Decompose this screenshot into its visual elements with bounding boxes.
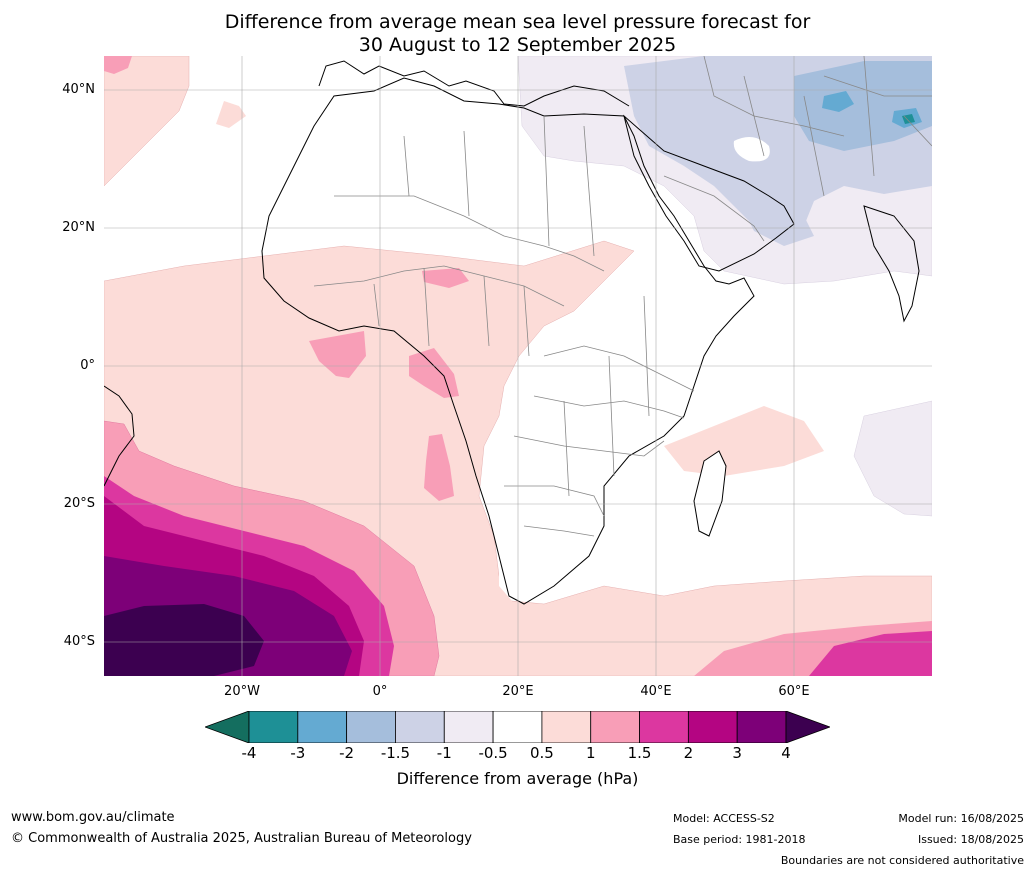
- colorbar-swatch: [590, 711, 640, 743]
- africa-outline: [261, 77, 755, 605]
- europe-outline: [318, 60, 630, 107]
- map-title-line-2: 30 August to 12 September 2025: [358, 34, 677, 56]
- colorbar-tick-label: -1: [436, 744, 452, 762]
- lat-label-40n: 40°N: [62, 82, 95, 97]
- colorbar-swatch: [541, 711, 592, 743]
- colorbar-swatch: [297, 711, 348, 743]
- country-boundaries: [313, 56, 932, 537]
- base-period-text: Base period: 1981-2018: [673, 833, 806, 846]
- lat-label-20s: 20°S: [63, 496, 95, 511]
- lon-label-0: 0°: [372, 684, 388, 699]
- arabia-outline: [623, 114, 795, 272]
- lon-label-40e: 40°E: [640, 684, 672, 699]
- colorbar-tick-label: 0.5: [529, 744, 554, 762]
- map-title-line-1: Difference from average mean sea level p…: [224, 11, 811, 33]
- colorbar-tick-label: -1.5: [380, 744, 411, 762]
- colorbar-under-triangle: [205, 711, 250, 743]
- colorbar-tick-label: -0.5: [478, 744, 508, 762]
- pressure-band-0.5-1-north-atlantic: [104, 56, 190, 187]
- lat-label-40s: 40°S: [63, 634, 95, 649]
- model-text: Model: ACCESS-S2: [673, 812, 775, 825]
- madagascar-outline: [693, 450, 727, 537]
- pressure-band-over-4-south-atlantic: [104, 604, 264, 676]
- pressure-anomaly-map: [104, 56, 932, 676]
- graticule: [104, 56, 932, 676]
- pressure-band-minus1.5-minus2-middle-east: [794, 61, 932, 151]
- colorbar-label: Difference from average (hPa): [396, 769, 639, 788]
- pressure-band-1-1.5-north-atlantic: [104, 56, 132, 74]
- colorbar-swatch: [248, 711, 299, 743]
- website-link[interactable]: www.bom.gov.au/climate: [11, 810, 175, 825]
- colorbar-swatch: [736, 711, 787, 743]
- pressure-band-minus0.5-minus1-indian-ocean: [853, 400, 932, 517]
- lat-label-0: 0°: [80, 358, 95, 373]
- south-america-outline: [104, 385, 135, 487]
- colorbar-swatch: [492, 711, 543, 743]
- colorbar-swatch: [687, 711, 738, 743]
- colorbar-swatch: [443, 711, 494, 743]
- colorbar-tick-label: 4: [781, 744, 791, 762]
- pressure-band-minus2-minus3-middle-east: [822, 91, 922, 128]
- lon-label-60e: 60°E: [778, 684, 810, 699]
- colorbar-tick-label: 2: [683, 744, 694, 762]
- model-run-text: Model run: 16/08/2025: [898, 812, 1024, 825]
- colorbar-swatch: [639, 711, 689, 743]
- colorbar-tick-label: 1: [585, 744, 596, 762]
- lon-label-20e: 20°E: [502, 684, 534, 699]
- india-outline: [863, 205, 920, 323]
- disclaimer-text: Boundaries are not considered authoritat…: [780, 854, 1024, 867]
- colorbar-tick-label: -3: [290, 744, 306, 762]
- colorbar-swatch: [395, 711, 445, 743]
- copyright-text: © Commonwealth of Australia 2025, Austra…: [11, 831, 472, 846]
- lat-label-20n: 20°N: [62, 220, 95, 235]
- colorbar-tick-label: -4: [241, 744, 257, 762]
- colorbar-over-triangle: [785, 711, 830, 743]
- colorbar-tick-label: -2: [339, 744, 355, 762]
- issued-text: Issued: 18/08/2025: [917, 833, 1024, 846]
- colorbar-tick-label: 1.5: [627, 744, 652, 762]
- colorbar-swatch: [346, 711, 396, 743]
- colorbar-tick-label: 3: [732, 744, 742, 762]
- colorbar: [205, 711, 830, 743]
- lon-label-20w: 20°W: [224, 684, 260, 699]
